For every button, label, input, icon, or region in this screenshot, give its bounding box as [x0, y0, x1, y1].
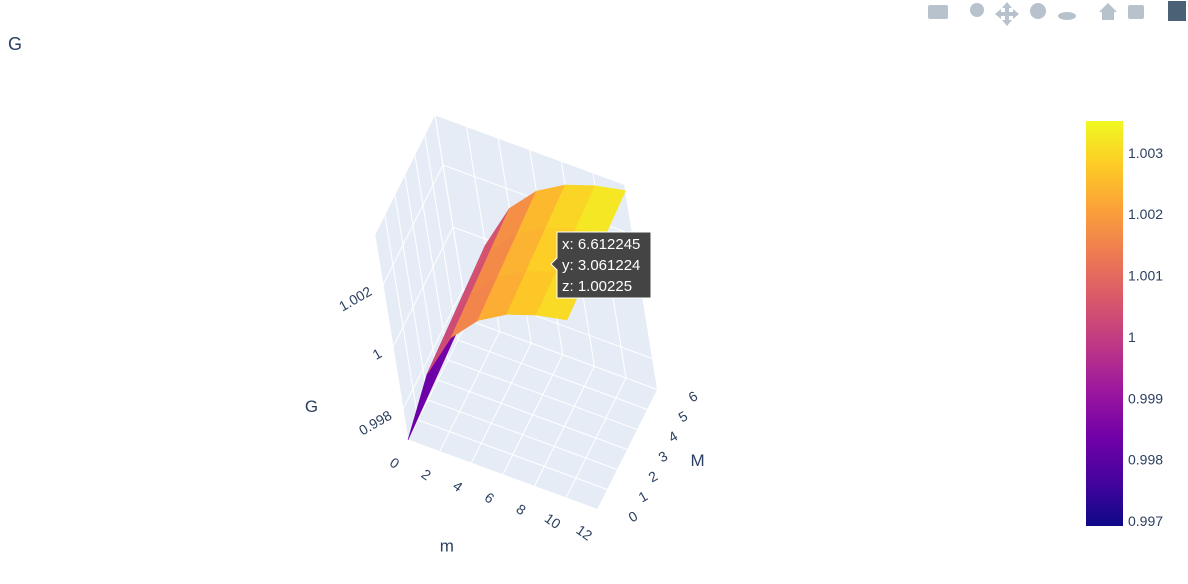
grid-line [384, 215, 419, 421]
grid-line [424, 135, 459, 341]
grid-line [374, 235, 409, 441]
colorbar-tick-label: 1.001 [1128, 268, 1163, 284]
hover-text: x: 6.612245 [562, 236, 640, 253]
hover-box [550, 231, 652, 299]
grid-line [414, 155, 449, 361]
colorbar-tick-label: 0.998 [1128, 452, 1163, 468]
hover-toggle[interactable] [1168, 1, 1186, 21]
z-tick-label: 1 [370, 345, 385, 363]
z-axis-title: G [305, 397, 318, 416]
pan-button[interactable] [995, 2, 1019, 26]
zoom-button[interactable] [970, 3, 984, 17]
x-tick-label: 4 [450, 477, 466, 495]
y-axis-title: M [691, 451, 705, 470]
hover-text: z: 1.00225 [562, 278, 632, 295]
x-tick-label: 12 [573, 522, 595, 544]
turntable-button[interactable] [1058, 12, 1076, 20]
grid-line [392, 226, 454, 348]
grid-line [402, 288, 464, 410]
colorbar-tick-label: 0.999 [1128, 390, 1163, 406]
chart-title: G [8, 34, 22, 54]
x-axis-title: m [440, 536, 454, 555]
grid-line [427, 399, 618, 471]
orbit-button[interactable] [1030, 3, 1046, 19]
z-tick-label: 1.002 [336, 283, 375, 314]
y-tick-label: 2 [646, 467, 661, 485]
home-button[interactable] [1099, 3, 1117, 20]
grid-line [382, 164, 444, 286]
colorbar-tick-label: 1.003 [1128, 145, 1163, 161]
colorbar-tick-label: 1 [1128, 329, 1136, 345]
grid-line [417, 419, 608, 491]
y-tick-label: 5 [676, 407, 691, 425]
z-tick-label: 0.998 [356, 407, 395, 438]
grid-line [404, 175, 439, 381]
colorbar-tick-label: 1.002 [1128, 206, 1163, 222]
grid-line [447, 359, 638, 431]
grid-line [394, 195, 429, 401]
camera-reset-button[interactable] [1128, 5, 1144, 19]
grid-line [434, 115, 469, 321]
x-tick-label: 8 [513, 501, 529, 519]
grid-line [467, 319, 658, 391]
colorbar-tick-label: 0.997 [1128, 513, 1163, 529]
grid-line [407, 439, 598, 511]
grid-line [457, 339, 648, 411]
y-tick-label: 1 [636, 487, 651, 505]
x-tick-label: 6 [482, 489, 498, 507]
y-tick-label: 6 [686, 387, 701, 405]
camera-button[interactable] [928, 5, 948, 19]
y-tick-label: 0 [626, 507, 641, 525]
y-tick-label: 4 [666, 427, 681, 445]
x-tick-label: 0 [387, 454, 403, 472]
colorbar [1086, 121, 1123, 526]
toolbar [928, 1, 1186, 26]
grid-line [437, 379, 628, 451]
x-tick-label: 2 [419, 466, 435, 484]
y-tick-label: 3 [656, 447, 671, 465]
x-tick-label: 10 [542, 510, 564, 532]
hover-text: y: 3.061224 [562, 257, 640, 274]
